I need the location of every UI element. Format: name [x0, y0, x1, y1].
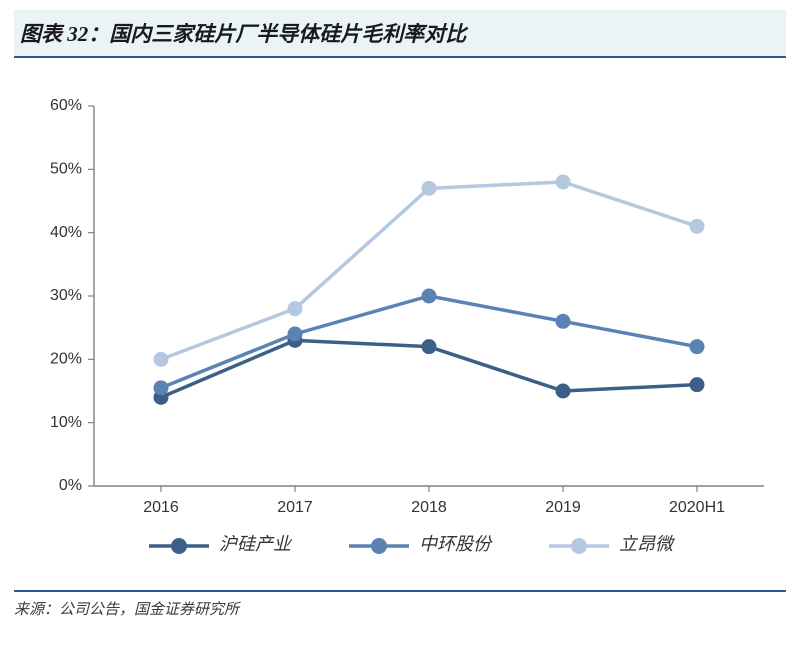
legend-label: 中环股份 [419, 534, 493, 554]
y-tick-label: 0% [59, 477, 82, 494]
series-marker [422, 340, 436, 354]
series-marker [422, 181, 436, 195]
y-tick-label: 50% [50, 161, 82, 178]
line-chart: 0% 10% 20% 30% 40% 50% 60% 2016 2017 2018 2019 2020… [14, 86, 784, 586]
x-tick-label: 2016 [143, 499, 179, 516]
legend-label: 立昂微 [619, 534, 676, 554]
figure-container: 图表 32：国内三家硅片厂半导体硅片毛利率对比 0% 10% 20% 30% 40% 50… [0, 0, 800, 627]
x-tick-label: 2019 [545, 499, 581, 516]
chart-title: 图表 32：国内三家硅片厂半导体硅片毛利率对比 [20, 22, 466, 46]
chart-region: 0% 10% 20% 30% 40% 50% 60% 2016 2017 2018 2019 2020… [14, 86, 786, 586]
x-tick-label: 2018 [411, 499, 447, 516]
series-marker [154, 381, 168, 395]
y-tick-label: 40% [50, 224, 82, 241]
y-tick-label: 60% [50, 97, 82, 114]
series-marker [422, 289, 436, 303]
series-marker [556, 384, 570, 398]
y-tick-label: 10% [50, 414, 82, 431]
series-marker [288, 302, 302, 316]
footer-rule: 来源：公司公告，国金证券研究所 [14, 590, 786, 619]
title-bar: 图表 32：国内三家硅片厂半导体硅片毛利率对比 [14, 10, 786, 58]
series-marker [690, 378, 704, 392]
x-tick-label: 2020H1 [669, 499, 725, 516]
y-tick-label: 20% [50, 351, 82, 368]
legend-label: 沪硅产业 [219, 534, 293, 554]
series-marker [556, 175, 570, 189]
series-marker [690, 340, 704, 354]
x-tick-label: 2017 [277, 499, 313, 516]
y-tick-label: 30% [50, 287, 82, 304]
series-marker [556, 314, 570, 328]
series-marker [690, 219, 704, 233]
series-marker [288, 327, 302, 341]
source-text: 来源：公司公告，国金证券研究所 [14, 602, 239, 618]
series-marker [154, 352, 168, 366]
